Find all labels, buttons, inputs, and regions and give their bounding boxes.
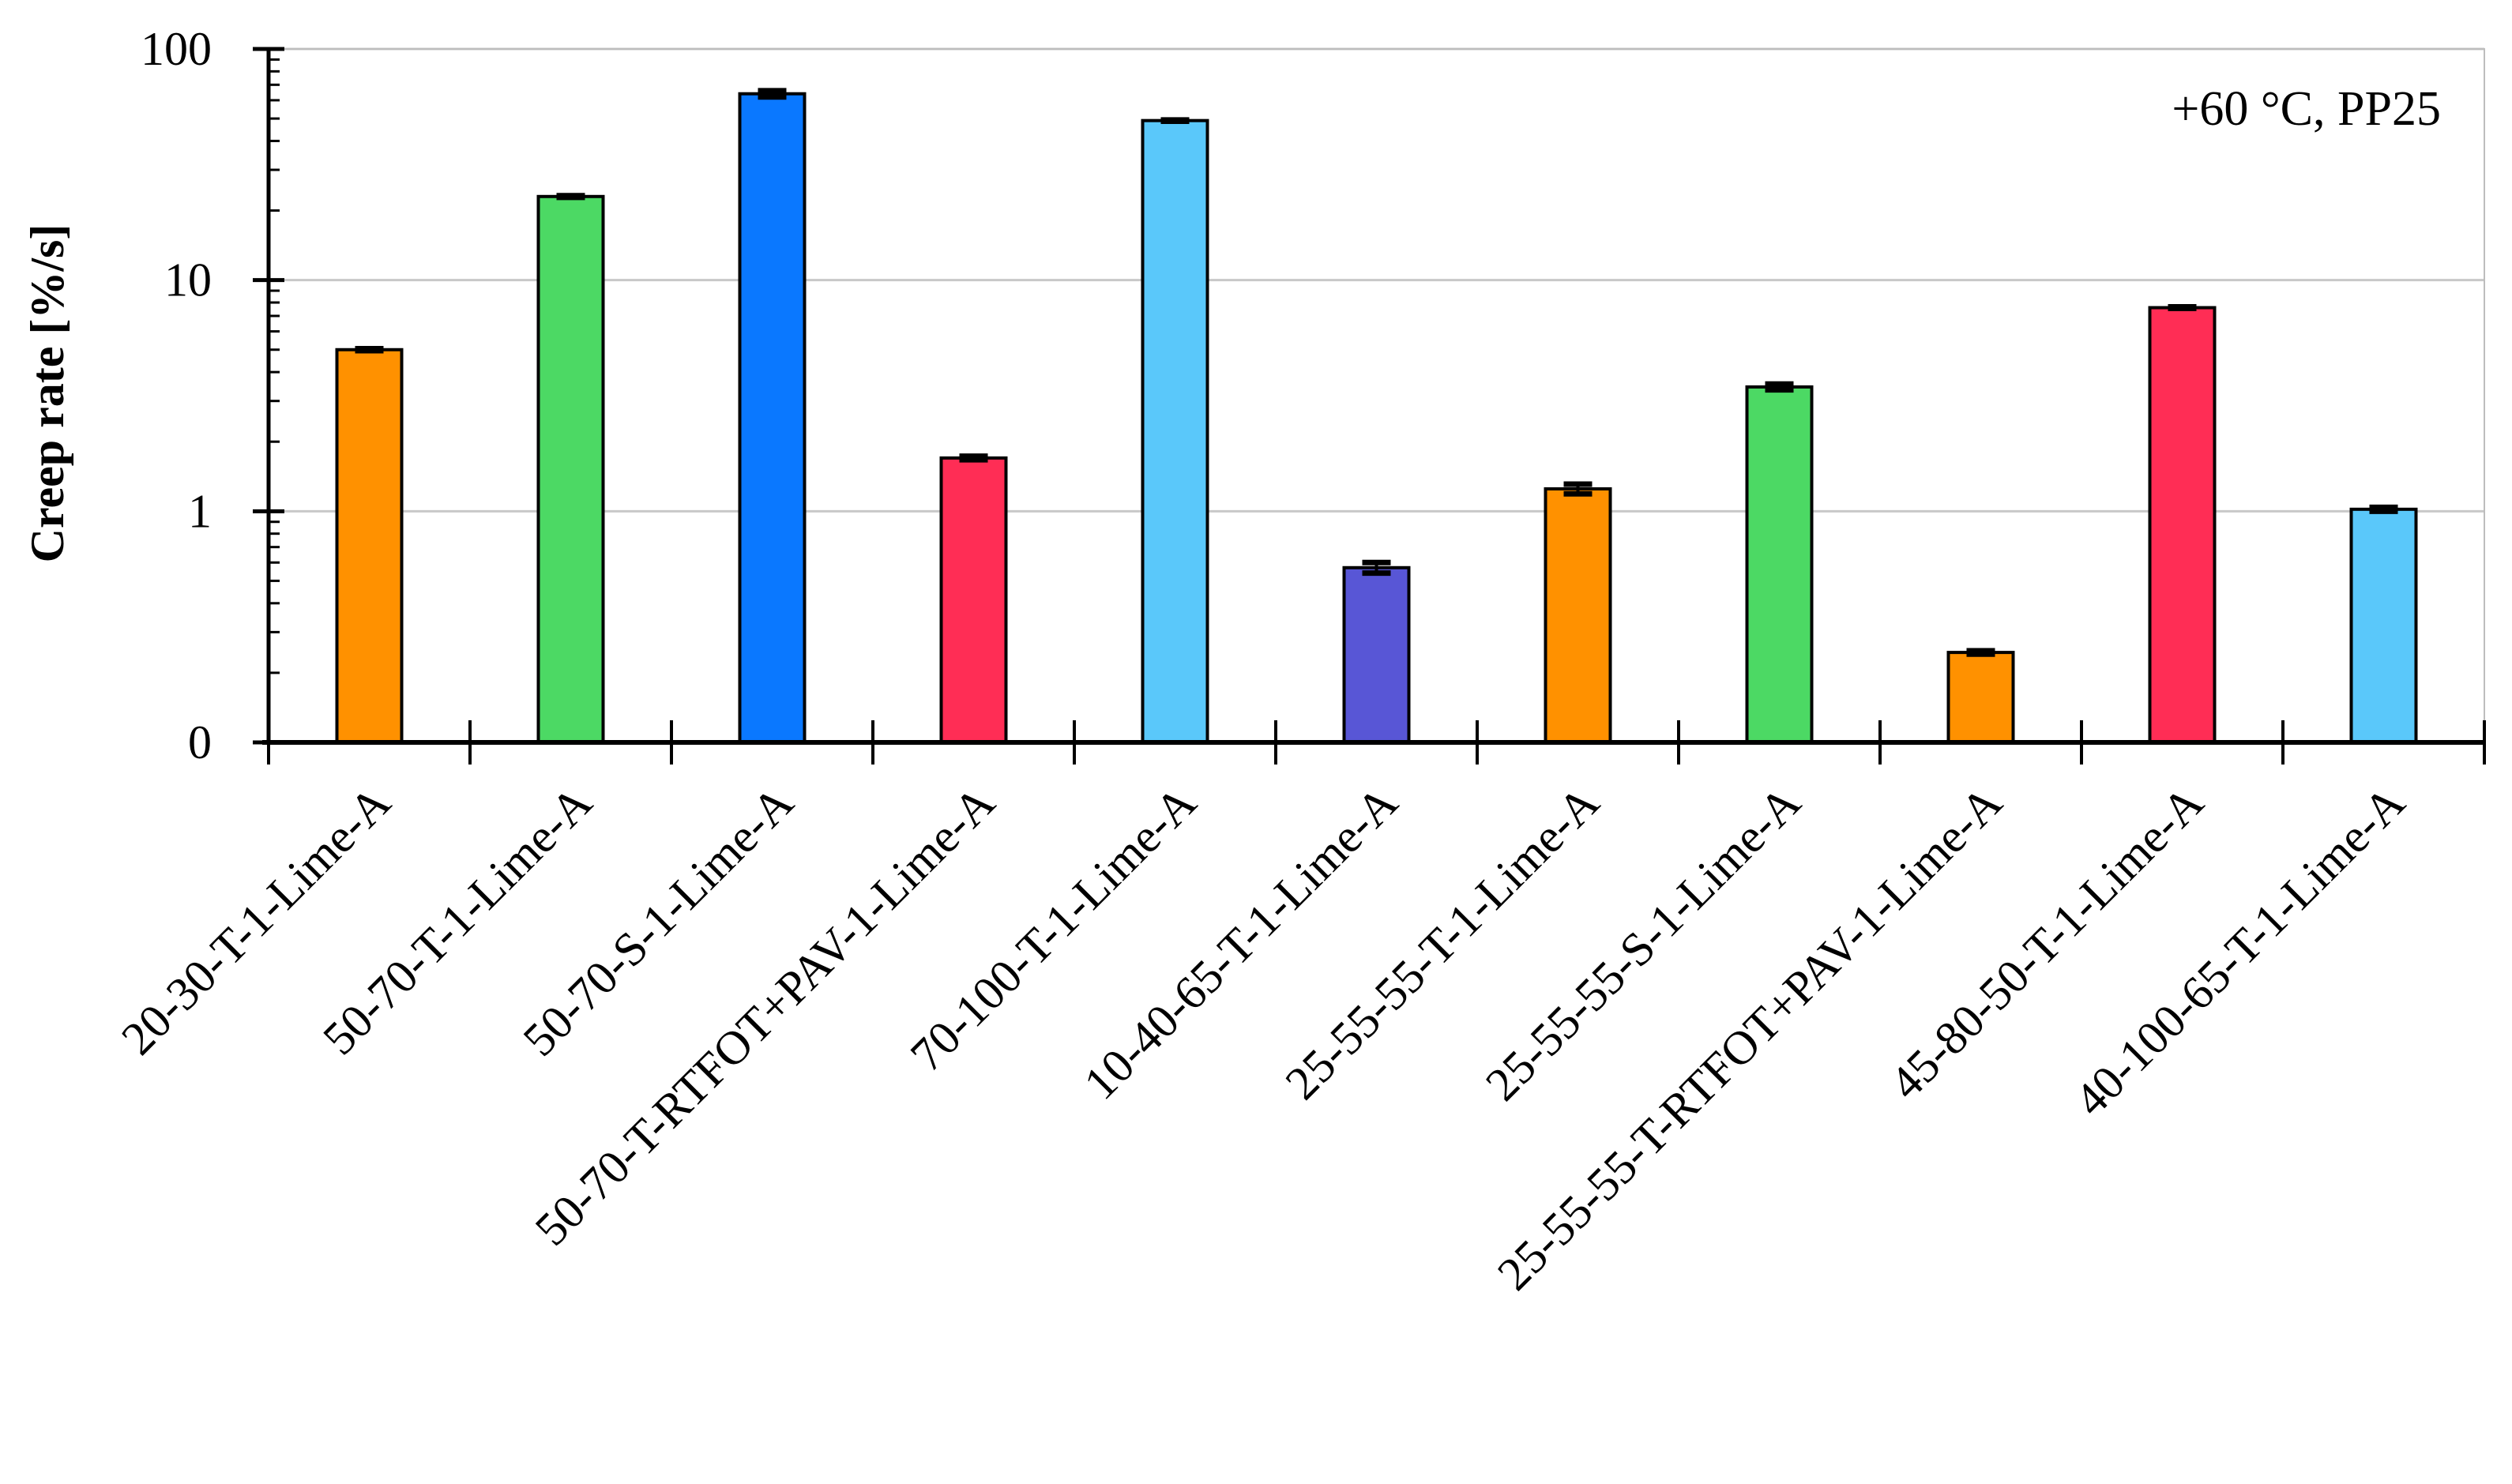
bar	[1141, 118, 1209, 745]
axes: 20-30-T-1-Lime-A50-70-T-1-Lime-A50-70-S-…	[111, 23, 2486, 1300]
bar	[2148, 306, 2217, 744]
bar	[536, 194, 605, 745]
bar	[335, 348, 404, 744]
bar	[1544, 487, 1612, 744]
bar	[2349, 507, 2418, 744]
y-tick-label: 100	[141, 23, 212, 75]
condition-annotation: +60 °C, PP25	[2172, 82, 2441, 136]
y-tick-label: 10	[164, 254, 212, 306]
bar	[738, 92, 807, 744]
y-axis-label: Creep rate [%/s]	[21, 224, 73, 563]
category-label: 40-100-65-T-1-Lime-A	[2064, 776, 2414, 1126]
y-tick-label: 0	[188, 716, 212, 768]
bars	[335, 88, 2418, 745]
bar	[939, 456, 1008, 744]
bar	[1745, 385, 1814, 744]
bar	[1342, 565, 1411, 745]
bar	[1946, 651, 2015, 745]
y-tick-label: 1	[188, 485, 212, 537]
